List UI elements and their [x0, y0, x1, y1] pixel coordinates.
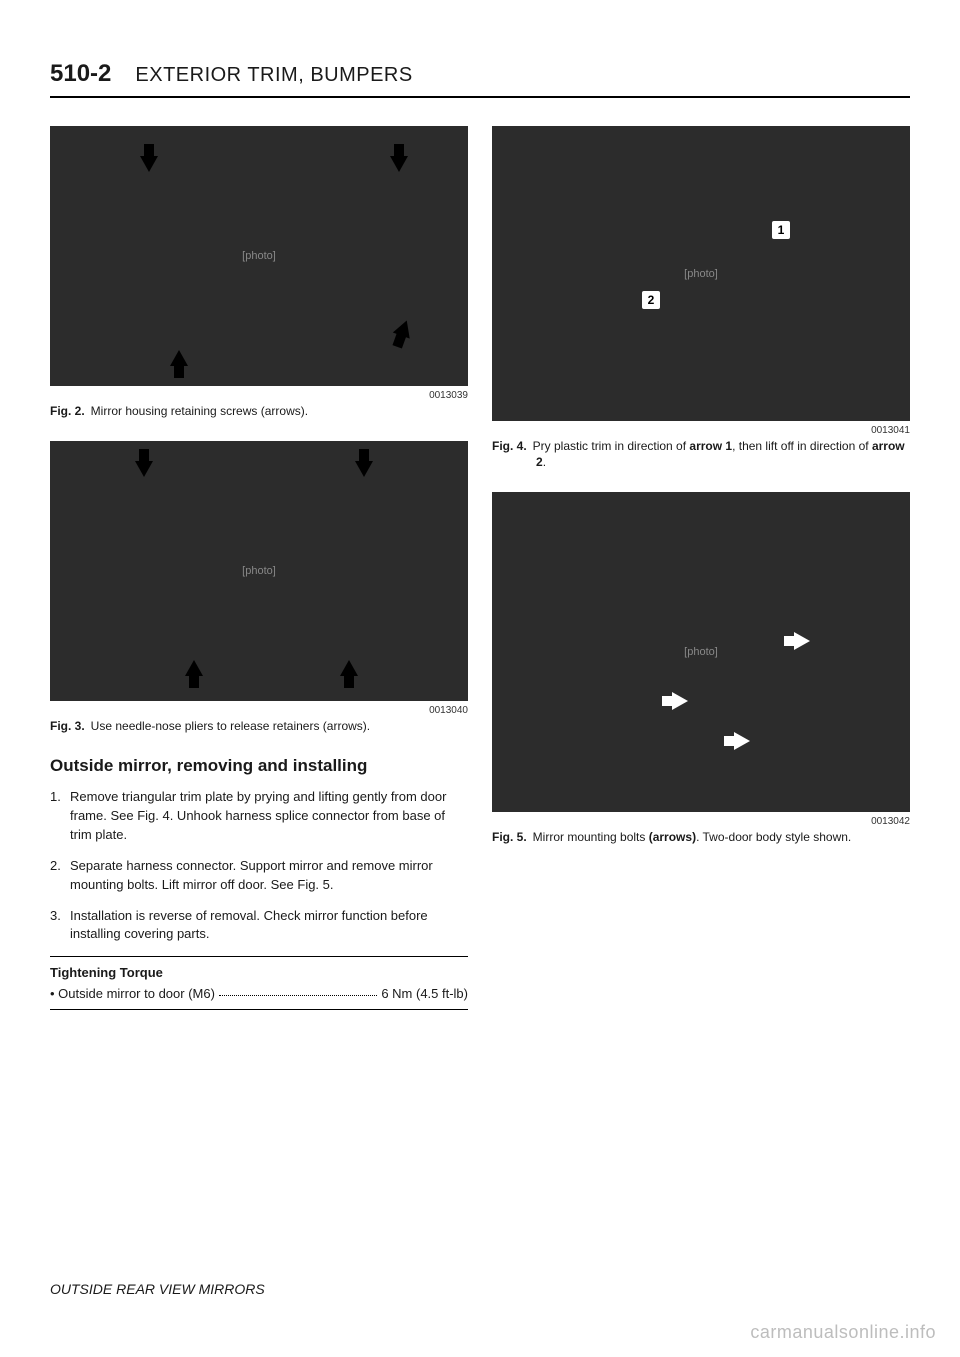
- fig3-photo: [photo]: [50, 441, 468, 701]
- list-item: 1. Remove triangular trim plate by pryin…: [50, 788, 468, 845]
- fig4-photo: [photo] 1 2: [492, 126, 910, 421]
- torque-item-value: 6 Nm (4.5 ft-lb): [381, 986, 468, 1001]
- step-text: Remove triangular trim plate by prying a…: [70, 788, 468, 845]
- page-header: 510-2 EXTERIOR TRIM, BUMPERS: [50, 60, 910, 98]
- section-heading: Outside mirror, removing and installing: [50, 756, 468, 776]
- arrow-icon: [355, 461, 373, 477]
- arrow-icon: [393, 317, 415, 338]
- step-number: 2.: [50, 857, 70, 895]
- fig4-image-id: 0013041: [492, 425, 910, 436]
- fig5-image-id: 0013042: [492, 816, 910, 827]
- page-number: 510-2: [50, 60, 111, 88]
- fig-caption-text: Mirror mounting bolts (arrows). Two-door…: [533, 830, 852, 844]
- right-column: [photo] 1 2 0013041 Fig. 4. Pry plastic t…: [492, 126, 910, 1010]
- torque-title: Tightening Torque: [50, 965, 468, 980]
- callout-2: 2: [642, 291, 660, 309]
- arrow-icon: [185, 660, 203, 676]
- fig-caption-text: Pry plastic trim in direction of arrow 1…: [533, 439, 905, 469]
- arrow-icon: [340, 660, 358, 676]
- page-title: EXTERIOR TRIM, BUMPERS: [135, 64, 412, 87]
- arrow-icon: [170, 350, 188, 366]
- fig-label: Fig. 3.: [50, 719, 85, 733]
- torque-item-label: • Outside mirror to door (M6): [50, 986, 215, 1001]
- step-number: 1.: [50, 788, 70, 845]
- fig3-caption: Fig. 3. Use needle-nose pliers to release…: [50, 718, 468, 734]
- arrow-icon: [390, 156, 408, 172]
- left-column: [photo] 0013039 Fig. 2. Mirror housing re…: [50, 126, 468, 1010]
- fig-label: Fig. 2.: [50, 404, 85, 418]
- step-text: Separate harness connector. Support mirr…: [70, 857, 468, 895]
- fig3-image-id: 0013040: [50, 705, 468, 716]
- list-item: 2. Separate harness connector. Support m…: [50, 857, 468, 895]
- procedure-steps: 1. Remove triangular trim plate by pryin…: [50, 788, 468, 944]
- fig-label: Fig. 4.: [492, 439, 527, 453]
- fig2-photo: [photo]: [50, 126, 468, 386]
- step-text: Installation is reverse of removal. Chec…: [70, 907, 468, 945]
- fig-label: Fig. 5.: [492, 830, 527, 844]
- callout-1: 1: [772, 221, 790, 239]
- arrow-icon: [135, 461, 153, 477]
- arrow-icon: [734, 732, 750, 750]
- fig2-image-id: 0013039: [50, 390, 468, 401]
- arrow-icon: [794, 632, 810, 650]
- step-number: 3.: [50, 907, 70, 945]
- arrow-icon: [140, 156, 158, 172]
- list-item: 3. Installation is reverse of removal. C…: [50, 907, 468, 945]
- fig5-photo: [photo]: [492, 492, 910, 812]
- photo-placeholder-icon: [photo]: [684, 268, 718, 280]
- fig4-caption: Fig. 4. Pry plastic trim in direction of …: [492, 438, 910, 470]
- dot-leader: [219, 986, 377, 996]
- torque-block: Tightening Torque • Outside mirror to do…: [50, 956, 468, 1010]
- torque-row: • Outside mirror to door (M6) 6 Nm (4.5 …: [50, 986, 468, 1001]
- watermark: carmanualsonline.info: [750, 1322, 936, 1343]
- fig2-caption: Fig. 2. Mirror housing retaining screws (…: [50, 403, 468, 419]
- fig5-caption: Fig. 5. Mirror mounting bolts (arrows). T…: [492, 829, 910, 845]
- fig-caption-text: Mirror housing retaining screws (arrows)…: [91, 404, 308, 418]
- arrow-icon: [672, 692, 688, 710]
- footer-section-name: OUTSIDE REAR VIEW MIRRORS: [50, 1281, 265, 1297]
- photo-placeholder-icon: [photo]: [242, 250, 276, 262]
- photo-placeholder-icon: [photo]: [684, 646, 718, 658]
- photo-placeholder-icon: [photo]: [242, 565, 276, 577]
- fig-caption-text: Use needle-nose pliers to release retain…: [91, 719, 370, 733]
